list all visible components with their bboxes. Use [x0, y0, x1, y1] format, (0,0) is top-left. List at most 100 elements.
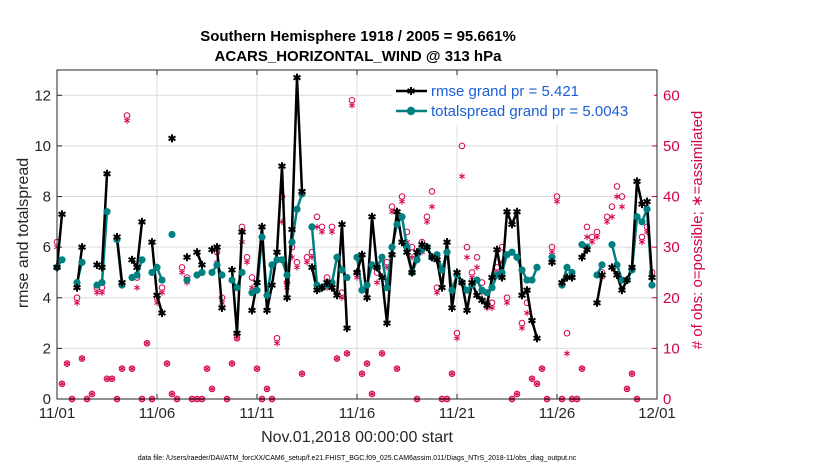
totalspread-point	[168, 230, 176, 239]
obs-possible-marker	[613, 183, 621, 190]
rmse-line	[115, 236, 124, 283]
totalspread-point	[533, 263, 541, 271]
totalspread-point	[643, 205, 651, 213]
totalspread-point	[273, 256, 281, 264]
rmse-point	[533, 334, 541, 343]
rmse-point	[148, 238, 156, 247]
obs-assimilated-marker	[243, 259, 251, 266]
obs-assimilated-marker	[528, 375, 536, 382]
obs-assimilated-marker	[583, 233, 591, 241]
rmse-point	[288, 225, 296, 234]
x-tick-label: 12/01	[638, 405, 676, 422]
obs-assimilated-marker	[98, 289, 106, 296]
totalspread-point	[413, 256, 421, 264]
rmse-point	[598, 270, 606, 279]
totalspread-point	[438, 266, 446, 274]
obs-assimilated-marker	[143, 340, 151, 347]
rmse-line	[55, 214, 64, 268]
totalspread-point	[633, 213, 641, 221]
obs-possible-marker	[563, 329, 571, 337]
obs-possible-marker	[618, 193, 626, 200]
obs-assimilated-marker	[623, 385, 631, 393]
totalspread-point	[523, 276, 531, 284]
obs-assimilated-marker	[473, 264, 481, 271]
obs-assimilated-marker	[618, 203, 626, 210]
rmse-point	[468, 278, 476, 287]
obs-assimilated-marker	[208, 385, 216, 393]
y-axis-left-label: rmse and totalspread	[15, 158, 32, 308]
rmse-point	[478, 296, 486, 305]
rmse-point	[73, 283, 81, 292]
obs-assimilated-marker	[93, 289, 101, 296]
totalspread-point	[133, 271, 141, 279]
obs-assimilated-marker	[298, 370, 306, 377]
totalspread-point	[138, 256, 146, 264]
obs-assimilated-marker	[523, 309, 531, 317]
totalspread-point	[378, 253, 386, 261]
rmse-point	[58, 210, 66, 219]
obs-assimilated-marker	[58, 380, 66, 388]
x-tick-label: 11/01	[39, 405, 75, 422]
totalspread-point	[648, 281, 656, 289]
totalspread-point	[363, 281, 371, 289]
obs-assimilated-marker	[518, 324, 526, 332]
y-right-tick-label: 20	[663, 290, 680, 307]
rmse-point	[438, 283, 446, 292]
y-right-tick-label: 60	[663, 87, 680, 104]
totalspread-point	[183, 276, 191, 284]
obs-possible-marker	[313, 213, 321, 221]
obs-assimilated-marker	[88, 390, 96, 398]
obs-assimilated-marker	[563, 350, 571, 357]
totalspread-point	[528, 276, 536, 284]
chart-title-line1: Southern Hemisphere 1918 / 2005 = 95.661…	[200, 28, 516, 45]
totalspread-point	[263, 291, 271, 299]
rmse-point	[408, 268, 416, 277]
rmse-point	[258, 222, 266, 231]
obs-assimilated-marker	[303, 259, 311, 266]
rmse-point	[198, 260, 206, 269]
rmse-point	[618, 286, 626, 295]
rmse-point	[383, 319, 391, 328]
obs-assimilated-marker	[328, 228, 336, 236]
totalspread-point	[508, 248, 516, 256]
rmse-point	[353, 268, 361, 277]
rmse-point	[128, 255, 136, 264]
rmse-point	[253, 278, 261, 287]
rmse-point	[273, 248, 281, 257]
y-left-tick-label: 0	[43, 391, 51, 408]
totalspread-point	[488, 284, 496, 292]
rmse-line	[595, 274, 604, 304]
rmse-point	[263, 306, 271, 315]
totalspread-point	[148, 268, 156, 277]
rmse-point	[568, 273, 576, 282]
chart-title-line2: ACARS_HORIZONTAL_WIND @ 313 hPa	[215, 48, 503, 65]
rmse-point	[633, 177, 641, 186]
rmse-point	[343, 324, 351, 333]
totalspread-point	[358, 286, 366, 294]
totalspread-point	[448, 286, 456, 294]
obs-assimilated-marker	[228, 360, 236, 367]
rmse-point	[623, 276, 631, 285]
y-left-tick-label: 2	[43, 340, 51, 357]
rmse-point	[138, 217, 146, 226]
footnote: data file: /Users/raeder/DAI/ATM_forcXX/…	[138, 455, 577, 462]
rmse-point	[393, 207, 401, 216]
y-left-tick-label: 6	[43, 239, 51, 256]
obs-assimilated-marker	[73, 299, 81, 307]
rmse-point	[318, 283, 326, 292]
rmse-point	[648, 273, 656, 282]
rmse-point	[613, 270, 621, 279]
obs-assimilated-marker	[608, 213, 616, 220]
rmse-point	[233, 329, 241, 338]
totalspread-point	[548, 253, 556, 261]
totalspread-point	[73, 278, 81, 287]
obs-assimilated-marker	[398, 198, 406, 205]
rmse-point	[298, 187, 306, 196]
obs-assimilated-marker	[538, 365, 546, 372]
obs-assimilated-marker	[553, 198, 561, 205]
obs-assimilated-marker	[253, 365, 261, 372]
rmse-point	[113, 233, 121, 242]
totalspread-point	[78, 258, 86, 266]
x-tick-label: 11/06	[139, 405, 175, 422]
obs-possible-marker	[608, 203, 616, 210]
